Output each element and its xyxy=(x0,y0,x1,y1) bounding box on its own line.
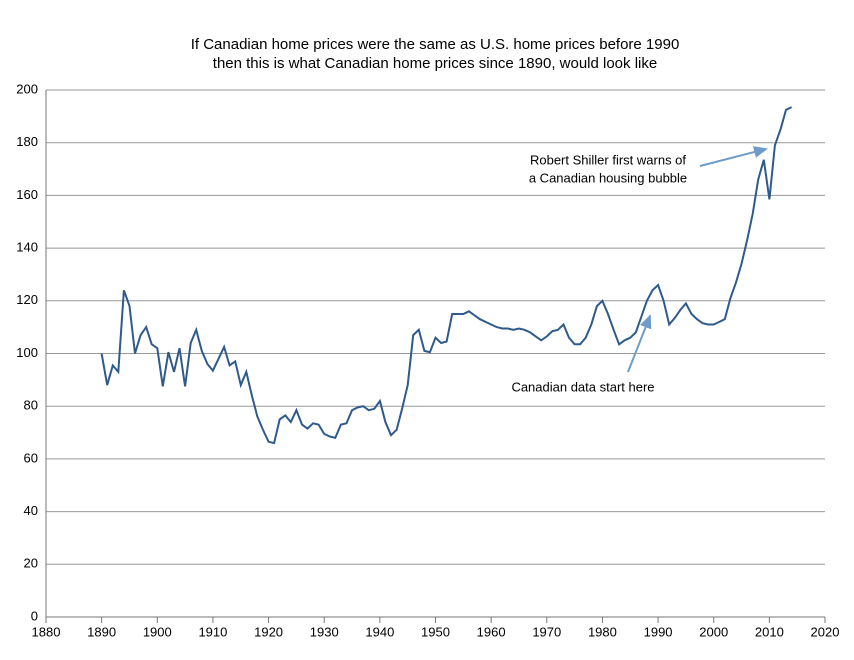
annotation: Robert Shiller first warns of xyxy=(530,152,686,167)
x-tick-label: 2000 xyxy=(699,624,728,639)
annotation-arrow xyxy=(627,314,652,373)
x-tick-label: 2020 xyxy=(811,624,840,639)
y-tick-label: 60 xyxy=(24,450,38,465)
x-tick-label: 1930 xyxy=(310,624,339,639)
annotation: Canadian data start here xyxy=(511,379,654,394)
y-tick-label: 180 xyxy=(16,134,38,149)
annotation-arrow xyxy=(699,146,768,167)
x-tick-label: 1900 xyxy=(143,624,172,639)
x-tick-label: 1890 xyxy=(87,624,116,639)
x-tick-label: 1920 xyxy=(254,624,283,639)
y-tick-label: 40 xyxy=(24,503,38,518)
x-tick-label: 1960 xyxy=(477,624,506,639)
y-tick-label: 0 xyxy=(31,608,38,623)
y-tick-label: 140 xyxy=(16,240,38,255)
y-tick-label: 80 xyxy=(24,398,38,413)
y-tick-label: 100 xyxy=(16,345,38,360)
y-tick-label: 20 xyxy=(24,556,38,571)
y-tick-label: 200 xyxy=(16,81,38,96)
x-tick-label: 2010 xyxy=(755,624,784,639)
chart-title: then this is what Canadian home prices s… xyxy=(213,55,657,72)
x-tick-label: 1990 xyxy=(644,624,673,639)
data-line xyxy=(100,106,793,445)
x-tick-label: 1940 xyxy=(365,624,394,639)
x-tick-label: 1950 xyxy=(421,624,450,639)
x-tick-label: 1980 xyxy=(588,624,617,639)
y-tick-label: 160 xyxy=(16,187,38,202)
chart-title: If Canadian home prices were the same as… xyxy=(191,36,680,53)
annotation: a Canadian housing bubble xyxy=(529,170,687,185)
x-tick-label: 1910 xyxy=(198,624,227,639)
y-tick-label: 120 xyxy=(16,292,38,307)
x-tick-label: 1880 xyxy=(32,624,61,639)
x-tick-label: 1970 xyxy=(532,624,561,639)
